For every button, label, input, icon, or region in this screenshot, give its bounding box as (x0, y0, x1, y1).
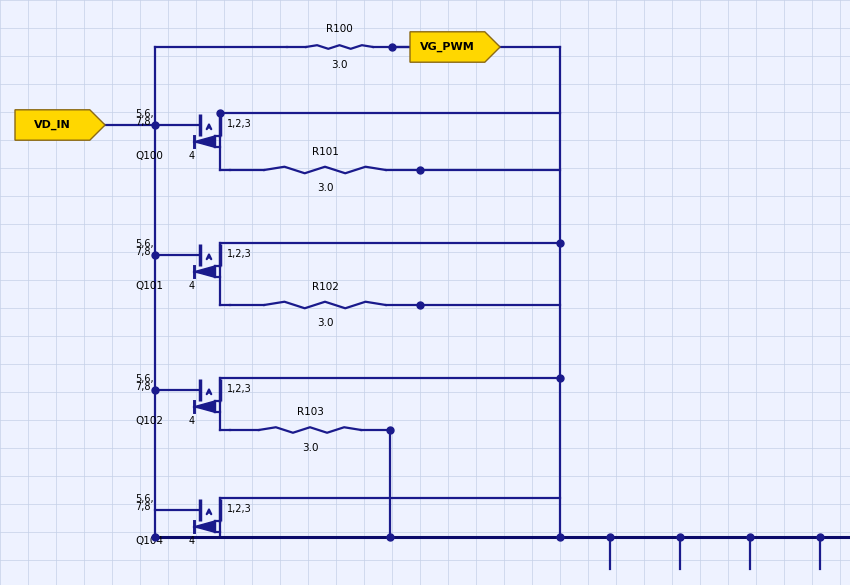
Text: 7,8: 7,8 (135, 117, 150, 127)
Text: 7,8: 7,8 (135, 503, 150, 512)
Polygon shape (410, 32, 500, 62)
Polygon shape (195, 136, 215, 147)
Text: 4: 4 (189, 281, 195, 291)
Text: 5,6,: 5,6, (135, 494, 154, 504)
Polygon shape (15, 110, 105, 140)
Text: 4: 4 (189, 151, 195, 161)
Text: Q102: Q102 (135, 415, 163, 425)
Polygon shape (195, 401, 215, 412)
Text: 1,2,3: 1,2,3 (227, 384, 252, 394)
Polygon shape (195, 266, 215, 277)
Text: 3.0: 3.0 (317, 318, 333, 328)
Text: Q101: Q101 (135, 281, 163, 291)
Text: 3.0: 3.0 (332, 60, 348, 70)
Text: 3.0: 3.0 (317, 183, 333, 193)
Text: Q104: Q104 (135, 535, 163, 546)
Text: 5,6,: 5,6, (135, 239, 154, 249)
Text: 1,2,3: 1,2,3 (227, 504, 252, 514)
Text: R100: R100 (326, 24, 353, 34)
Text: 5,6,: 5,6, (135, 109, 154, 119)
Text: Q100: Q100 (135, 150, 163, 160)
Polygon shape (195, 521, 215, 532)
Text: R102: R102 (312, 282, 338, 292)
Text: 1,2,3: 1,2,3 (227, 119, 252, 129)
Text: VG_PWM: VG_PWM (420, 42, 475, 52)
Text: 1,2,3: 1,2,3 (227, 249, 252, 259)
Text: VD_IN: VD_IN (34, 120, 71, 130)
Text: 4: 4 (189, 416, 195, 426)
Text: 5,6,: 5,6, (135, 374, 154, 384)
Text: R103: R103 (297, 407, 324, 417)
Text: 7,8: 7,8 (135, 382, 150, 392)
Text: 7,8: 7,8 (135, 247, 150, 257)
Text: R101: R101 (312, 147, 338, 157)
Text: 4: 4 (189, 536, 195, 546)
Text: 3.0: 3.0 (302, 443, 318, 453)
